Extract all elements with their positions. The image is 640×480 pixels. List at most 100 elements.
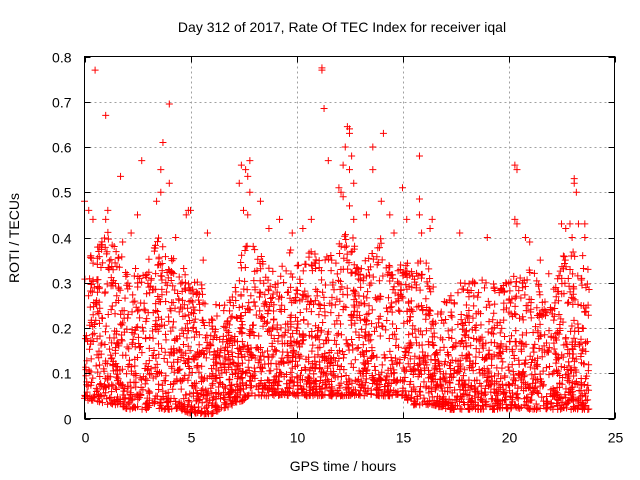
data-point bbox=[224, 347, 232, 355]
data-point bbox=[454, 320, 462, 328]
data-point bbox=[181, 312, 189, 320]
data-point bbox=[386, 263, 394, 271]
data-point bbox=[97, 382, 105, 390]
data-point bbox=[478, 276, 486, 284]
data-point bbox=[189, 303, 197, 311]
data-point bbox=[261, 383, 269, 391]
y-tick-label: 0 bbox=[64, 412, 72, 428]
data-point bbox=[129, 335, 137, 343]
data-point bbox=[97, 350, 105, 358]
data-point bbox=[529, 344, 537, 352]
data-point bbox=[390, 376, 398, 384]
data-point bbox=[405, 331, 413, 339]
data-point bbox=[321, 308, 329, 316]
data-point bbox=[110, 334, 118, 342]
data-point bbox=[293, 324, 301, 332]
data-point bbox=[209, 316, 217, 324]
data-point bbox=[275, 292, 283, 300]
data-point bbox=[468, 398, 476, 406]
data-point bbox=[382, 326, 390, 334]
data-point bbox=[187, 206, 194, 214]
data-point bbox=[101, 359, 109, 367]
data-point bbox=[446, 373, 454, 381]
data-point bbox=[158, 344, 166, 352]
data-point bbox=[284, 387, 292, 395]
data-point bbox=[503, 345, 511, 353]
data-point bbox=[523, 276, 531, 284]
data-point bbox=[157, 272, 165, 280]
data-point bbox=[362, 272, 370, 280]
data-point bbox=[475, 348, 483, 356]
data-point bbox=[145, 344, 153, 352]
data-point bbox=[304, 320, 312, 328]
data-point bbox=[557, 315, 565, 323]
data-point bbox=[381, 377, 389, 385]
data-point bbox=[98, 245, 106, 253]
data-point bbox=[307, 364, 315, 372]
data-point bbox=[347, 360, 355, 368]
data-point bbox=[442, 370, 450, 378]
data-point bbox=[150, 286, 158, 294]
data-point bbox=[141, 307, 149, 315]
data-point bbox=[145, 255, 153, 263]
data-point bbox=[526, 352, 534, 360]
data-point bbox=[120, 398, 128, 406]
data-point bbox=[307, 248, 315, 256]
data-point bbox=[519, 368, 527, 376]
data-point bbox=[195, 341, 203, 349]
data-point bbox=[488, 377, 496, 385]
data-point bbox=[155, 380, 163, 388]
data-point bbox=[127, 229, 135, 237]
data-point bbox=[389, 320, 397, 328]
y-tick-label: 0.5 bbox=[52, 185, 72, 201]
data-point bbox=[287, 270, 295, 278]
data-point bbox=[420, 357, 428, 365]
data-point bbox=[539, 367, 547, 375]
data-point bbox=[273, 365, 281, 373]
data-point bbox=[179, 376, 187, 384]
data-point bbox=[126, 378, 134, 386]
plot-frame bbox=[84, 56, 615, 419]
data-point bbox=[288, 229, 296, 237]
data-point bbox=[561, 260, 569, 268]
data-point bbox=[402, 348, 410, 356]
data-point bbox=[584, 301, 592, 309]
data-point bbox=[504, 363, 512, 371]
data-point bbox=[87, 340, 95, 348]
data-point bbox=[110, 277, 118, 285]
data-point bbox=[474, 394, 482, 402]
data-point bbox=[201, 300, 209, 308]
data-point bbox=[364, 288, 372, 296]
data-point bbox=[113, 396, 121, 404]
data-point bbox=[237, 347, 245, 355]
data-point bbox=[521, 291, 529, 299]
data-point bbox=[402, 393, 410, 401]
data-point bbox=[86, 275, 94, 283]
data-point bbox=[442, 405, 450, 413]
data-point bbox=[473, 376, 481, 384]
data-point bbox=[192, 409, 200, 417]
data-point bbox=[173, 403, 181, 411]
data-point bbox=[437, 381, 445, 389]
data-point bbox=[512, 403, 520, 411]
data-point bbox=[355, 391, 363, 399]
data-point bbox=[415, 302, 423, 310]
data-point bbox=[101, 383, 109, 391]
data-point bbox=[442, 299, 450, 307]
data-point bbox=[94, 283, 102, 291]
data-point bbox=[279, 348, 287, 356]
data-point bbox=[191, 408, 199, 416]
data-point bbox=[415, 195, 423, 203]
data-point bbox=[478, 405, 486, 413]
data-point bbox=[244, 341, 252, 349]
data-point bbox=[95, 354, 103, 362]
data-point bbox=[103, 395, 111, 403]
data-point bbox=[348, 390, 356, 398]
data-point bbox=[251, 368, 259, 376]
x-axis-label: GPS time / hours bbox=[290, 458, 397, 474]
data-point bbox=[84, 382, 92, 390]
data-point bbox=[241, 277, 249, 285]
data-point bbox=[558, 220, 565, 228]
data-point bbox=[342, 383, 350, 391]
data-point bbox=[388, 308, 396, 316]
